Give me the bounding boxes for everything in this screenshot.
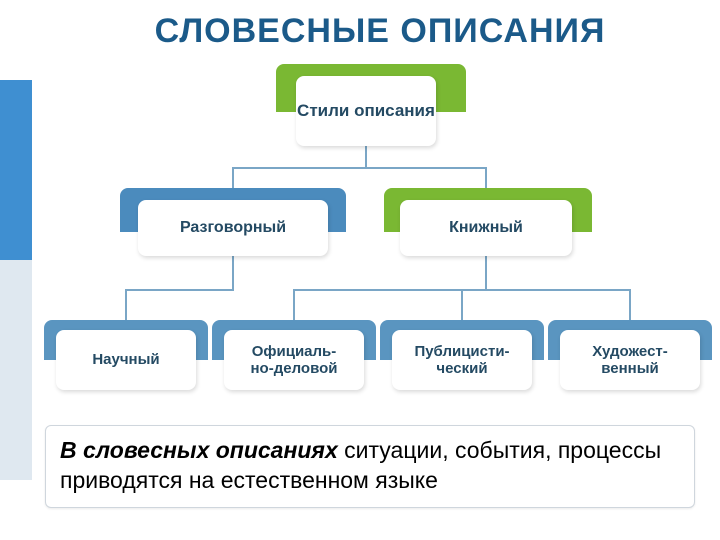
node-root-label: Стили описания	[297, 101, 435, 121]
node-literary: Книжный	[400, 200, 572, 256]
page-title: СЛОВЕСНЫЕ ОПИСАНИЯ	[70, 12, 690, 51]
node-root: Стили описания	[296, 76, 436, 146]
accent-bar-light	[0, 260, 32, 480]
node-official: Официаль- но-деловой	[224, 330, 364, 390]
node-scientific: Научный	[56, 330, 196, 390]
node-publicistic-label: Публицисти- ческий	[414, 343, 509, 378]
node-artistic-label: Художест- венный	[592, 343, 668, 378]
node-artistic: Художест- венный	[560, 330, 700, 390]
slide-root: СЛОВЕСНЫЕ ОПИСАНИЯ Стили описания Разгов…	[0, 0, 720, 540]
summary-box: В словесных описаниях ситуации, события,…	[45, 425, 695, 508]
node-literary-label: Книжный	[449, 219, 523, 237]
node-scientific-label: Научный	[92, 351, 159, 368]
node-official-label: Официаль- но-деловой	[251, 343, 338, 378]
node-colloquial: Разговорный	[138, 200, 328, 256]
node-publicistic: Публицисти- ческий	[392, 330, 532, 390]
accent-bar	[0, 80, 32, 260]
node-colloquial-label: Разговорный	[180, 219, 286, 237]
summary-emphasis: В словесных описаниях	[60, 437, 338, 463]
